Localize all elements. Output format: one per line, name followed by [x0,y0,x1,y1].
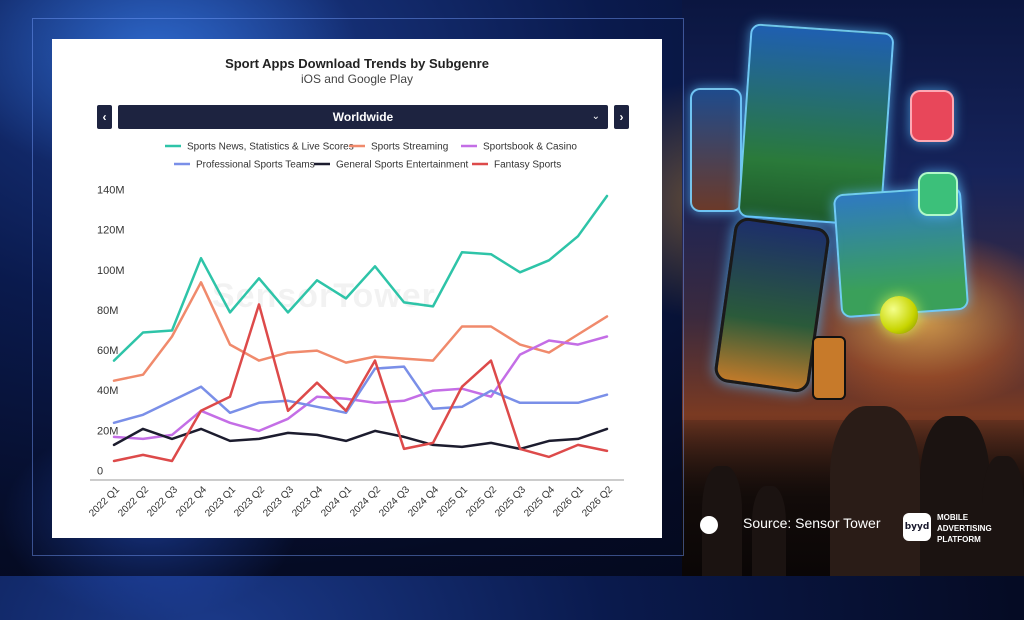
x-tick-label: 2022 Q4 [174,484,209,519]
chevron-left-icon[interactable]: ‹ [97,105,112,129]
legend-label: Sports News, Statistics & Live Scores [187,142,354,153]
heart-icon [910,90,954,142]
chevron-down-icon: ⌄ [591,111,600,122]
x-tick-label: 2022 Q1 [87,484,122,519]
x-tick-label: 2022 Q3 [145,484,180,519]
y-tick-label: 20M [97,425,118,437]
x-tick-label: 2024 Q3 [377,484,412,519]
x-tick-label: 2026 Q1 [551,484,586,519]
chart-frame [32,18,684,556]
legend-label: Fantasy Sports [494,160,561,171]
y-tick-label: 60M [97,345,118,357]
x-tick-label: 2023 Q3 [261,484,296,519]
x-tick-label: 2023 Q2 [232,484,267,519]
x-tick-label: 2024 Q4 [406,484,441,519]
chart-title: Sport Apps Download Trends by Subgenre [225,56,489,71]
series-line [112,427,609,451]
x-tick-label: 2025 Q3 [493,484,528,519]
x-tick-label: 2026 Q2 [580,484,615,519]
series-line [112,365,609,425]
legend-label: Sports Streaming [371,142,448,153]
raised-phone-illustration [812,336,846,400]
tennis-ball-icon [880,296,918,334]
legend-label: General Sports Entertainment [336,160,469,171]
source-label: Source: Sensor Tower [743,515,881,531]
legend-item[interactable]: Sports Streaming [349,142,448,153]
y-tick-label: 140M [97,185,125,197]
x-tick-label: 2023 Q1 [203,484,238,519]
logo-tagline: MOBILE ADVERTISING PLATFORM [937,513,992,544]
legend-item[interactable]: Sports News, Statistics & Live Scores [165,142,354,153]
x-tick-label: 2023 Q4 [290,484,325,519]
series-line [112,303,609,463]
legend-item[interactable]: Sportsbook & Casino [461,142,577,153]
x-tick-label: 2025 Q1 [435,484,470,519]
x-tick-label: 2025 Q4 [522,484,557,519]
x-tick-label: 2022 Q2 [116,484,151,519]
sports-illustration [682,0,1024,576]
chevron-right-icon[interactable]: › [614,105,629,129]
legend-item[interactable]: Fantasy Sports [472,160,561,171]
y-tick-label: 100M [97,265,125,277]
legend-label: Sportsbook & Casino [483,142,577,153]
y-tick-label: 40M [97,385,118,397]
y-tick-label: 120M [97,225,125,237]
series-line [112,194,609,362]
legend-item[interactable]: General Sports Entertainment [314,160,469,171]
x-tick-label: 2024 Q1 [319,484,354,519]
series-line [112,281,609,382]
chart-subtitle: iOS and Google Play [300,72,414,86]
app-icon [918,172,958,216]
chart-panel: Sport Apps Download Trends by Subgenre i… [52,39,662,538]
region-select-value: Worldwide [332,110,394,124]
region-select[interactable]: Worldwide ⌄ [118,105,608,129]
y-tick-label: 0 [97,466,103,478]
x-tick-label: 2024 Q2 [348,484,383,519]
basketball-card [690,88,742,212]
series-line [112,335,609,441]
source-dot-icon [700,516,718,534]
line-chart: Sports News, Statistics & Live Scores Spo… [87,142,624,519]
x-tick-label: 2025 Q2 [464,484,499,519]
legend-item[interactable]: Professional Sports Teams [174,160,315,171]
legend-label: Professional Sports Teams [196,160,315,171]
y-tick-label: 80M [97,305,118,317]
crowd-silhouette [682,406,1024,576]
byyd-logo: byyd [903,513,931,541]
